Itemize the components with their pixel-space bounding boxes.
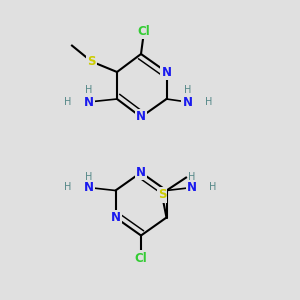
Text: Cl: Cl xyxy=(135,251,147,265)
Text: Cl: Cl xyxy=(138,25,150,38)
Text: H: H xyxy=(64,182,71,193)
Text: S: S xyxy=(87,55,96,68)
Text: N: N xyxy=(136,110,146,124)
Text: N: N xyxy=(187,181,197,194)
Text: H: H xyxy=(205,97,212,107)
Text: H: H xyxy=(64,97,71,107)
Text: S: S xyxy=(158,188,166,202)
Text: N: N xyxy=(83,95,94,109)
Text: N: N xyxy=(136,166,146,179)
Text: N: N xyxy=(161,65,172,79)
Text: H: H xyxy=(85,85,92,95)
Text: N: N xyxy=(110,211,121,224)
Text: H: H xyxy=(209,182,217,193)
Text: N: N xyxy=(182,95,193,109)
Text: H: H xyxy=(188,172,196,182)
Text: H: H xyxy=(85,172,92,182)
Text: N: N xyxy=(83,181,94,194)
Text: H: H xyxy=(184,85,191,95)
